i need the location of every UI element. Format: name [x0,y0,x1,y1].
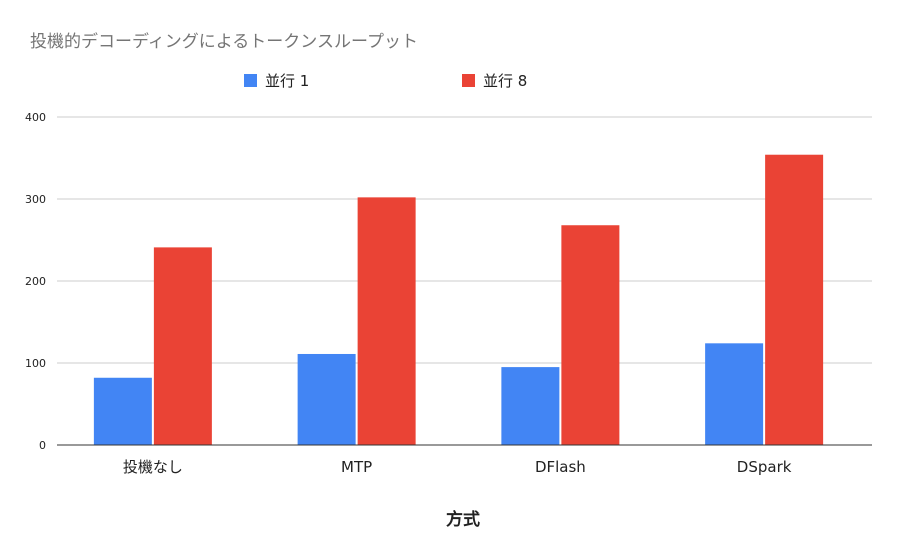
x-tick-label: DSpark [737,458,792,476]
bar [357,197,416,445]
x-tick-label: MTP [341,458,372,476]
bar [561,225,620,445]
legend-swatch [462,74,475,87]
y-tick-label: 300 [25,193,46,206]
bar [765,154,824,445]
x-tick-label: 投機なし [123,458,183,476]
legend: 並行 1 並行 8 [244,72,527,90]
x-axis-label: 方式 [446,509,480,530]
x-tick-label: DFlash [535,458,586,476]
bar [153,247,212,445]
y-tick-label: 100 [25,357,46,370]
y-tick-label: 0 [39,439,46,452]
y-tick-label: 400 [25,111,46,124]
bar [297,353,356,445]
y-axis-tick-labels: 0 100 200 300 400 [25,111,46,452]
y-tick-label: 200 [25,275,46,288]
legend-label: 並行 1 [265,72,309,90]
bars [93,154,824,445]
bar [501,367,560,445]
legend-swatch [244,74,257,87]
bar [93,377,152,445]
bar [705,343,764,445]
x-axis-tick-labels: 投機なし MTP DFlash DSpark [123,458,792,476]
chart-title: 投機的デコーディングによるトークンスループット [30,31,418,52]
legend-label: 並行 8 [483,72,527,90]
